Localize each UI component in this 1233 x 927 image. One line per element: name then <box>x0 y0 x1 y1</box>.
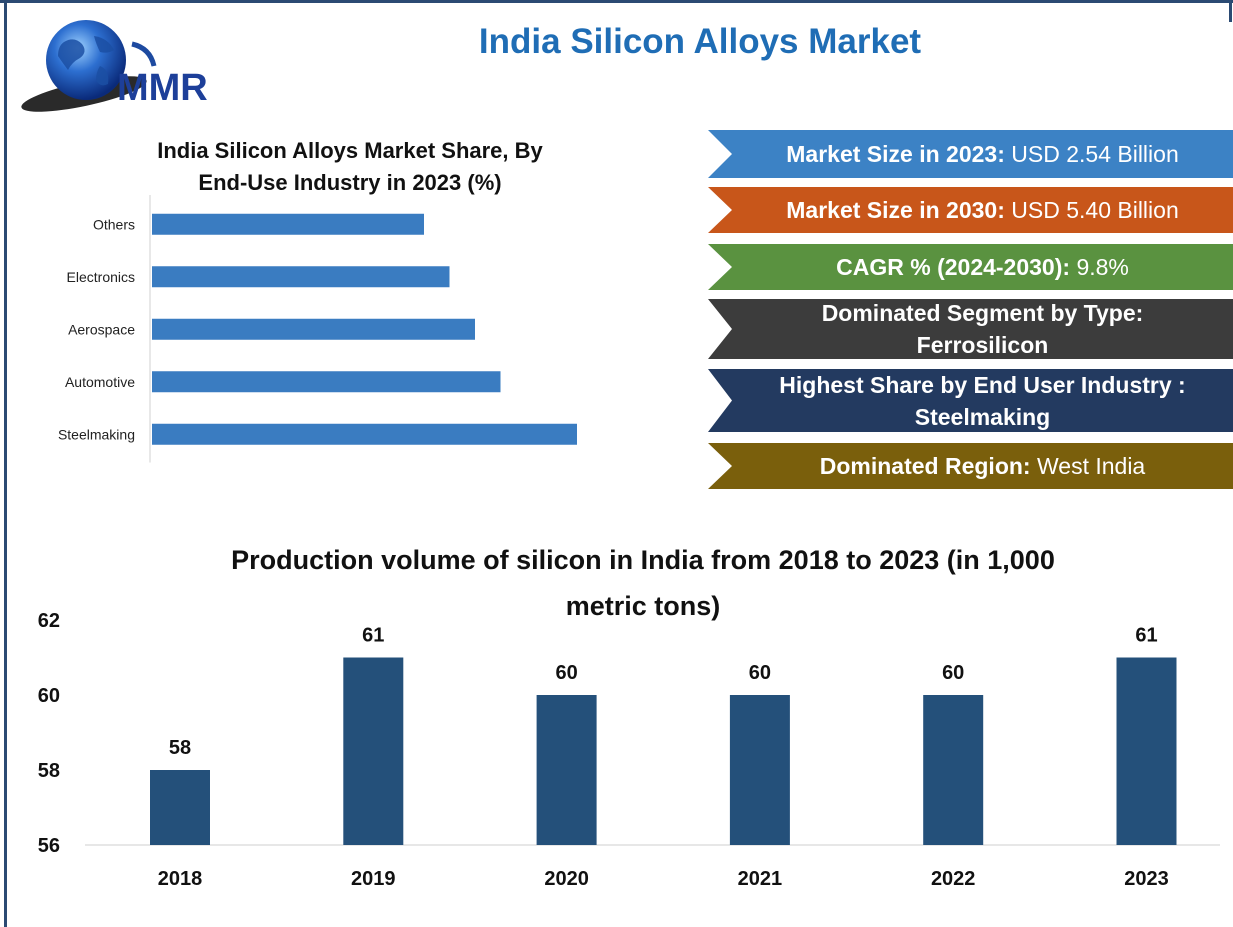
production-chart-x-tick: 2018 <box>158 868 203 890</box>
highest-share-value: Steelmaking <box>914 403 1051 430</box>
market-size-2030-value: USD 5.40 Billion <box>1011 197 1179 223</box>
share-chart-bar <box>152 318 475 340</box>
production-chart-title-line2: metric tons) <box>565 591 721 621</box>
frame-right-border <box>1229 0 1232 22</box>
production-chart-bar <box>729 695 790 845</box>
market-size-2023-box: Market Size in 2023: USD 2.54 Billion <box>708 130 1233 178</box>
share-chart-title-line1: India Silicon Alloys Market Share, By <box>157 138 543 163</box>
market-size-2023-label: Market Size in 2023: <box>786 141 1005 167</box>
production-chart-bar <box>1116 657 1177 845</box>
highest-share-box: Highest Share by End User Industry : Ste… <box>708 369 1233 432</box>
production-chart-data-label: 58 <box>169 737 191 759</box>
production-chart-x-tick: 2022 <box>931 868 976 890</box>
page-title: India Silicon Alloys Market <box>478 22 922 61</box>
market-size-2023-value: USD 2.54 Billion <box>1011 141 1179 167</box>
production-chart-title-line1: Production volume of silicon in India fr… <box>231 545 1055 575</box>
production-chart-data-label: 61 <box>362 625 384 647</box>
production-chart-y-tick: 60 <box>38 685 60 707</box>
dominated-region-box: Dominated Region: West India <box>708 443 1233 489</box>
dominated-region-label: Dominated Region: <box>819 453 1031 479</box>
share-chart-bar <box>152 423 577 445</box>
share-chart-category-label: Steelmaking <box>58 426 135 442</box>
production-chart-data-label: 60 <box>942 662 964 684</box>
highest-share-label: Highest Share by End User Industry : <box>779 371 1186 398</box>
dominated-segment-value: Ferrosilicon <box>916 332 1049 358</box>
cagr-box: CAGR % (2024-2030): 9.8% <box>708 244 1233 290</box>
share-bar-chart: Others Electronics Aerospace Automotive Stee… <box>58 195 577 463</box>
logo-text: MMR <box>117 67 208 109</box>
production-chart-y-tick: 56 <box>38 835 60 857</box>
production-chart-x-tick: 2020 <box>544 868 589 890</box>
share-chart-title-line2: End-Use Industry in 2023 (%) <box>198 170 502 195</box>
production-chart-data-label: 60 <box>555 662 577 684</box>
frame-left-border <box>4 0 7 927</box>
production-chart-y-tick: 62 <box>38 610 60 632</box>
production-chart-x-tick: 2021 <box>738 868 783 890</box>
frame-top-border <box>0 0 1233 3</box>
production-chart-x-tick: 2019 <box>351 868 396 890</box>
production-chart-y-tick: 58 <box>38 760 60 782</box>
production-chart-data-label: 61 <box>1135 625 1157 647</box>
dominated-segment-label: Dominated Segment by Type: <box>821 300 1144 326</box>
mmr-logo: MMR <box>21 20 208 112</box>
share-chart-category-label: Others <box>93 216 135 232</box>
share-chart-category-label: Aerospace <box>68 321 135 337</box>
dominated-region-value: West India <box>1036 453 1146 479</box>
share-chart-category-label: Electronics <box>67 269 135 285</box>
share-chart-bar <box>152 371 501 393</box>
production-chart-bar <box>923 695 984 845</box>
production-chart-title: Production volume of silicon in India fr… <box>160 537 1126 629</box>
share-chart-title: India Silicon Alloys Market Share, By En… <box>100 135 600 199</box>
market-size-2030-label: Market Size in 2030: <box>786 197 1005 223</box>
production-chart-bar <box>150 770 210 845</box>
production-chart-data-label: 60 <box>749 662 771 684</box>
production-chart-bar <box>536 695 597 845</box>
cagr-value: 9.8% <box>1076 254 1129 280</box>
production-chart-x-tick: 2023 <box>1124 868 1169 890</box>
globe-icon <box>21 20 157 112</box>
cagr-label: CAGR % (2024-2030): <box>836 254 1071 280</box>
share-chart-bar <box>152 213 424 235</box>
share-chart-category-label: Automotive <box>65 374 135 390</box>
market-size-2030-box: Market Size in 2030: USD 5.40 Billion <box>708 187 1233 233</box>
dominated-segment-box: Dominated Segment by Type: Ferrosilicon <box>708 299 1233 359</box>
production-chart-bar <box>343 657 404 845</box>
production-bar-chart: 56 58 60 62 58 2018 61 2019 60 2020 60 2021 60 2022 61… <box>38 610 1220 890</box>
share-chart-bar <box>152 266 450 288</box>
